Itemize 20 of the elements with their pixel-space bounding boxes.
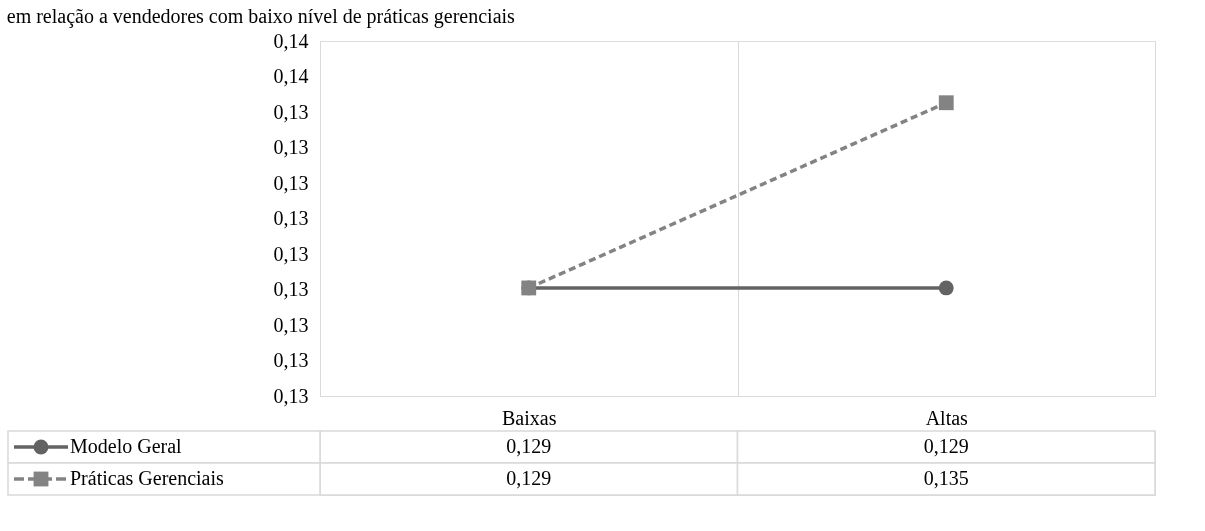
y-tick-label: 0,13 [273, 313, 309, 336]
y-tick-label: 0,14 [273, 65, 309, 87]
data-label: 0,135 [923, 467, 969, 489]
data-label: 0,129 [506, 435, 552, 457]
y-tick-label: 0,13 [273, 242, 309, 265]
y-tick-label: 0,14 [273, 29, 309, 52]
y-tick-label: 0,13 [273, 136, 309, 158]
x-tick-label: Baixas [502, 406, 557, 429]
legend-label: Práticas Gerenciais [70, 467, 225, 489]
y-tick-label: 0,13 [273, 100, 309, 123]
chart-title: em relação a vendedores com baixo nível de práticas gerenciais [6, 4, 516, 28]
y-tick-label: 0,13 [273, 207, 309, 229]
y-tick-label: 0,13 [273, 278, 309, 300]
y-tick-label: 0,13 [273, 349, 309, 371]
y-tick-label: 0,13 [273, 384, 309, 407]
legend-label: Modelo Geral [70, 435, 183, 457]
x-tick-label: Altas [925, 406, 969, 429]
data-label: 0,129 [506, 467, 552, 489]
data-label: 0,129 [923, 435, 969, 457]
y-tick-label: 0,13 [273, 171, 309, 194]
